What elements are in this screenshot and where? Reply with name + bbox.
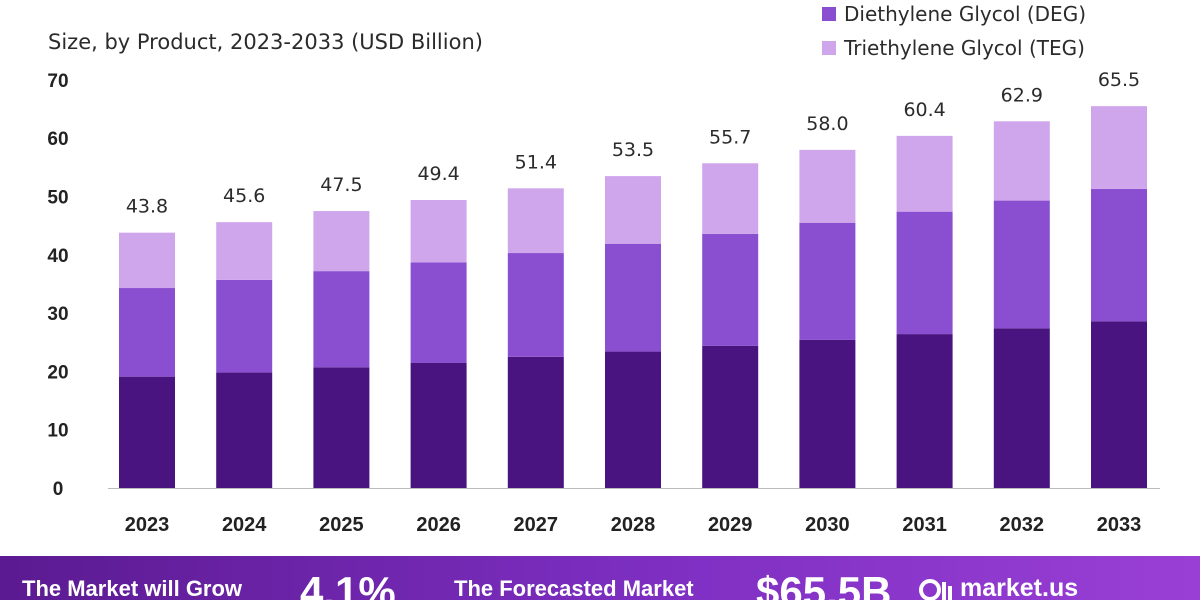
bar-segment-2023-s1 xyxy=(119,288,175,377)
bar-segment-2023-s0 xyxy=(119,376,175,488)
bar-total-label: 43.8 xyxy=(126,196,168,218)
bar-segment-2025-s2 xyxy=(313,211,370,272)
bar-segment-2026-s1 xyxy=(410,262,467,363)
y-tick-label: 20 xyxy=(47,362,68,383)
bar-segment-2025-s1 xyxy=(313,271,370,368)
footer-grow-text: The Market will Grow xyxy=(22,576,243,600)
bar-total-label: 55.7 xyxy=(709,126,751,148)
bar-segment-2024-s0 xyxy=(216,372,273,488)
footer-brand: market.us xyxy=(960,574,1079,600)
bar-total-label: 51.4 xyxy=(515,151,557,173)
y-tick-label: 60 xyxy=(47,129,68,150)
bar-segment-2032-s0 xyxy=(993,328,1050,488)
bar-segment-2029-s2 xyxy=(702,163,759,234)
bar-segment-2027-s1 xyxy=(507,253,564,357)
bar-total-label: 49.4 xyxy=(417,163,459,185)
chart-subtitle: Size, by Product, 2023-2033 (USD Billion… xyxy=(48,30,483,54)
bar-segment-2029-s0 xyxy=(702,345,759,488)
bar-total-label: 65.5 xyxy=(1098,69,1140,91)
bar-segment-2033-s1 xyxy=(1091,188,1147,322)
market-us-logo-icon xyxy=(919,579,952,600)
x-tick-label: 2033 xyxy=(1097,514,1142,536)
bar-segment-2031-s2 xyxy=(896,135,953,212)
x-tick-label: 2023 xyxy=(125,514,170,536)
bar-segment-2031-s0 xyxy=(896,334,953,488)
bar-segment-2033-s0 xyxy=(1091,321,1147,488)
bar-segment-2028-s0 xyxy=(605,351,661,488)
y-tick-label: 70 xyxy=(47,71,68,92)
y-tick-label: 10 xyxy=(47,421,68,442)
legend-swatch-teg xyxy=(822,41,836,55)
bar-segment-2033-s2 xyxy=(1091,106,1147,189)
bar-segment-2031-s1 xyxy=(896,211,953,335)
bar-segment-2030-s0 xyxy=(799,339,856,488)
bar-segment-2024-s2 xyxy=(216,222,273,280)
footer-market-value: $65.5B xyxy=(756,568,892,600)
y-tick-label: 40 xyxy=(47,246,68,267)
bar-total-label: 58.0 xyxy=(806,113,848,135)
x-tick-label: 2032 xyxy=(1000,514,1045,536)
footer-forecast-text: The Forecasted Market xyxy=(454,576,694,600)
y-tick-label: 0 xyxy=(53,479,64,500)
bar-segment-2027-s0 xyxy=(507,356,564,488)
bar-total-label: 45.6 xyxy=(223,185,265,207)
legend-label-teg: Triethylene Glycol (TEG) xyxy=(844,36,1085,60)
x-tick-label: 2028 xyxy=(611,514,656,536)
bar-segment-2023-s2 xyxy=(119,232,175,289)
footer-banner: The Market will Grow 4.1% The Forecasted… xyxy=(0,556,1200,600)
bar-total-label: 47.5 xyxy=(320,174,362,196)
legend-swatch-deg xyxy=(822,7,836,21)
x-tick-label: 2031 xyxy=(902,514,947,536)
bar-segment-2024-s1 xyxy=(216,279,273,373)
bar-segment-2030-s1 xyxy=(799,222,856,340)
legend-item-teg: Triethylene Glycol (TEG) xyxy=(822,36,1085,60)
legend-label-deg: Diethylene Glycol (DEG) xyxy=(844,2,1086,26)
y-tick-label: 50 xyxy=(47,188,68,209)
bar-segment-2029-s1 xyxy=(702,233,759,346)
bar-total-label: 53.5 xyxy=(612,139,654,161)
bar-segment-2025-s0 xyxy=(313,367,370,488)
x-tick-label: 2024 xyxy=(222,514,267,536)
x-tick-label: 2030 xyxy=(805,514,850,536)
y-tick-label: 30 xyxy=(47,304,68,325)
x-tick-label: 2026 xyxy=(416,514,461,536)
x-tick-label: 2025 xyxy=(319,514,364,536)
bar-segment-2026-s2 xyxy=(410,199,467,263)
footer-cagr-value: 4.1% xyxy=(300,568,396,600)
bar-segment-2032-s1 xyxy=(993,200,1050,329)
bar-segment-2030-s2 xyxy=(799,149,856,223)
bar-segment-2026-s0 xyxy=(410,362,467,488)
bar-segment-2032-s2 xyxy=(993,121,1050,201)
x-tick-label: 2027 xyxy=(514,514,559,536)
x-tick-label: 2029 xyxy=(708,514,753,536)
bar-total-label: 60.4 xyxy=(903,99,945,121)
bar-segment-2028-s1 xyxy=(605,243,661,352)
bar-segment-2028-s2 xyxy=(605,176,661,244)
legend-item-deg: Diethylene Glycol (DEG) xyxy=(822,2,1086,26)
bar-total-label: 62.9 xyxy=(1001,84,1043,106)
bar-segment-2027-s2 xyxy=(507,188,564,254)
stacked-bar-chart: 01020304050607043.8202345.6202447.520254… xyxy=(47,69,1160,536)
